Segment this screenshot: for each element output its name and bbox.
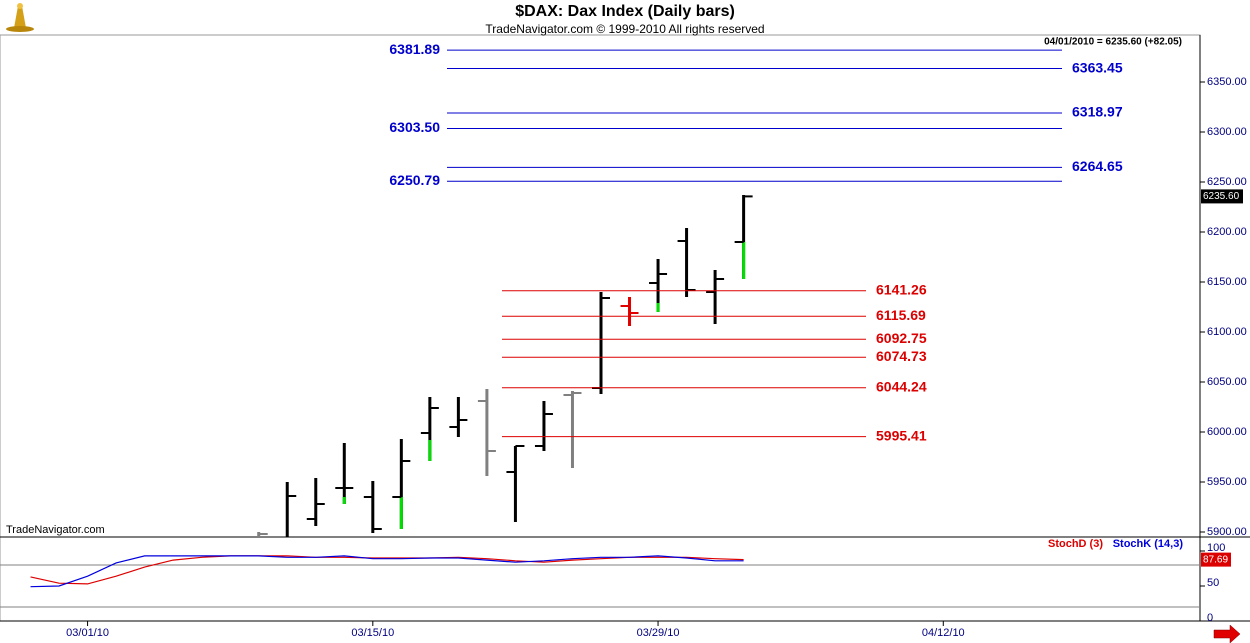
y-tick-label: 6300.00 bbox=[1207, 126, 1247, 138]
y-tick-label: 6100.00 bbox=[1207, 326, 1247, 338]
x-tick-label: 03/01/10 bbox=[66, 627, 109, 639]
level-label: 6115.69 bbox=[876, 307, 926, 323]
level-label: 6044.24 bbox=[876, 378, 927, 394]
y-tick-label: 6250.00 bbox=[1207, 176, 1247, 188]
legend-entry: StochD (3) bbox=[1048, 538, 1103, 550]
header-note: 04/01/2010 = 6235.60 (+82.05) bbox=[1044, 37, 1182, 48]
x-tick-label: 03/15/10 bbox=[351, 627, 394, 639]
y-tick-label: 6200.00 bbox=[1207, 226, 1247, 238]
level-label: 6381.89 bbox=[389, 41, 440, 57]
legend-entry: StochK (14,3) bbox=[1113, 538, 1184, 550]
x-tick-label: 04/12/10 bbox=[922, 627, 965, 639]
y-tick-label: 5900.00 bbox=[1207, 526, 1247, 538]
level-label: 5995.41 bbox=[876, 427, 927, 443]
watermark: TradeNavigator.com bbox=[6, 524, 105, 536]
level-label: 6074.73 bbox=[876, 348, 927, 364]
chart-subtitle: TradeNavigator.com © 1999-2010 All right… bbox=[485, 22, 764, 36]
main-plot bbox=[257, 195, 753, 537]
last-price-label: 6235.60 bbox=[1203, 191, 1240, 202]
last-value-box bbox=[1201, 552, 1231, 567]
level-label: 6250.79 bbox=[389, 172, 440, 188]
y-tick-label: 6350.00 bbox=[1207, 76, 1247, 88]
level-label: 6318.97 bbox=[1072, 104, 1123, 120]
level-label: 6363.45 bbox=[1072, 59, 1123, 75]
y-tick-label: 5950.00 bbox=[1207, 476, 1247, 488]
level-label: 6092.75 bbox=[876, 330, 927, 346]
level-label: 6141.26 bbox=[876, 281, 927, 297]
chart-title: $DAX: Dax Index (Daily bars) bbox=[515, 3, 735, 20]
y-tick-label: 0 bbox=[1207, 612, 1213, 624]
logo bbox=[6, 3, 34, 32]
y-tick-label: 50 bbox=[1207, 577, 1219, 589]
stoch-line bbox=[30, 555, 744, 585]
y-tick-label: 100 bbox=[1207, 542, 1225, 554]
stoch-line bbox=[30, 555, 744, 588]
level-label: 6264.65 bbox=[1072, 158, 1123, 174]
x-tick-label: 03/29/10 bbox=[637, 627, 680, 639]
last-value-label: 87.69 bbox=[1203, 554, 1228, 565]
level-label: 6303.50 bbox=[389, 119, 440, 135]
y-tick-label: 6150.00 bbox=[1207, 276, 1247, 288]
scroll-arrow[interactable] bbox=[1213, 624, 1241, 643]
last-price-box bbox=[1201, 189, 1243, 204]
y-tick-label: 6000.00 bbox=[1207, 426, 1247, 438]
y-tick-label: 6050.00 bbox=[1207, 376, 1247, 388]
